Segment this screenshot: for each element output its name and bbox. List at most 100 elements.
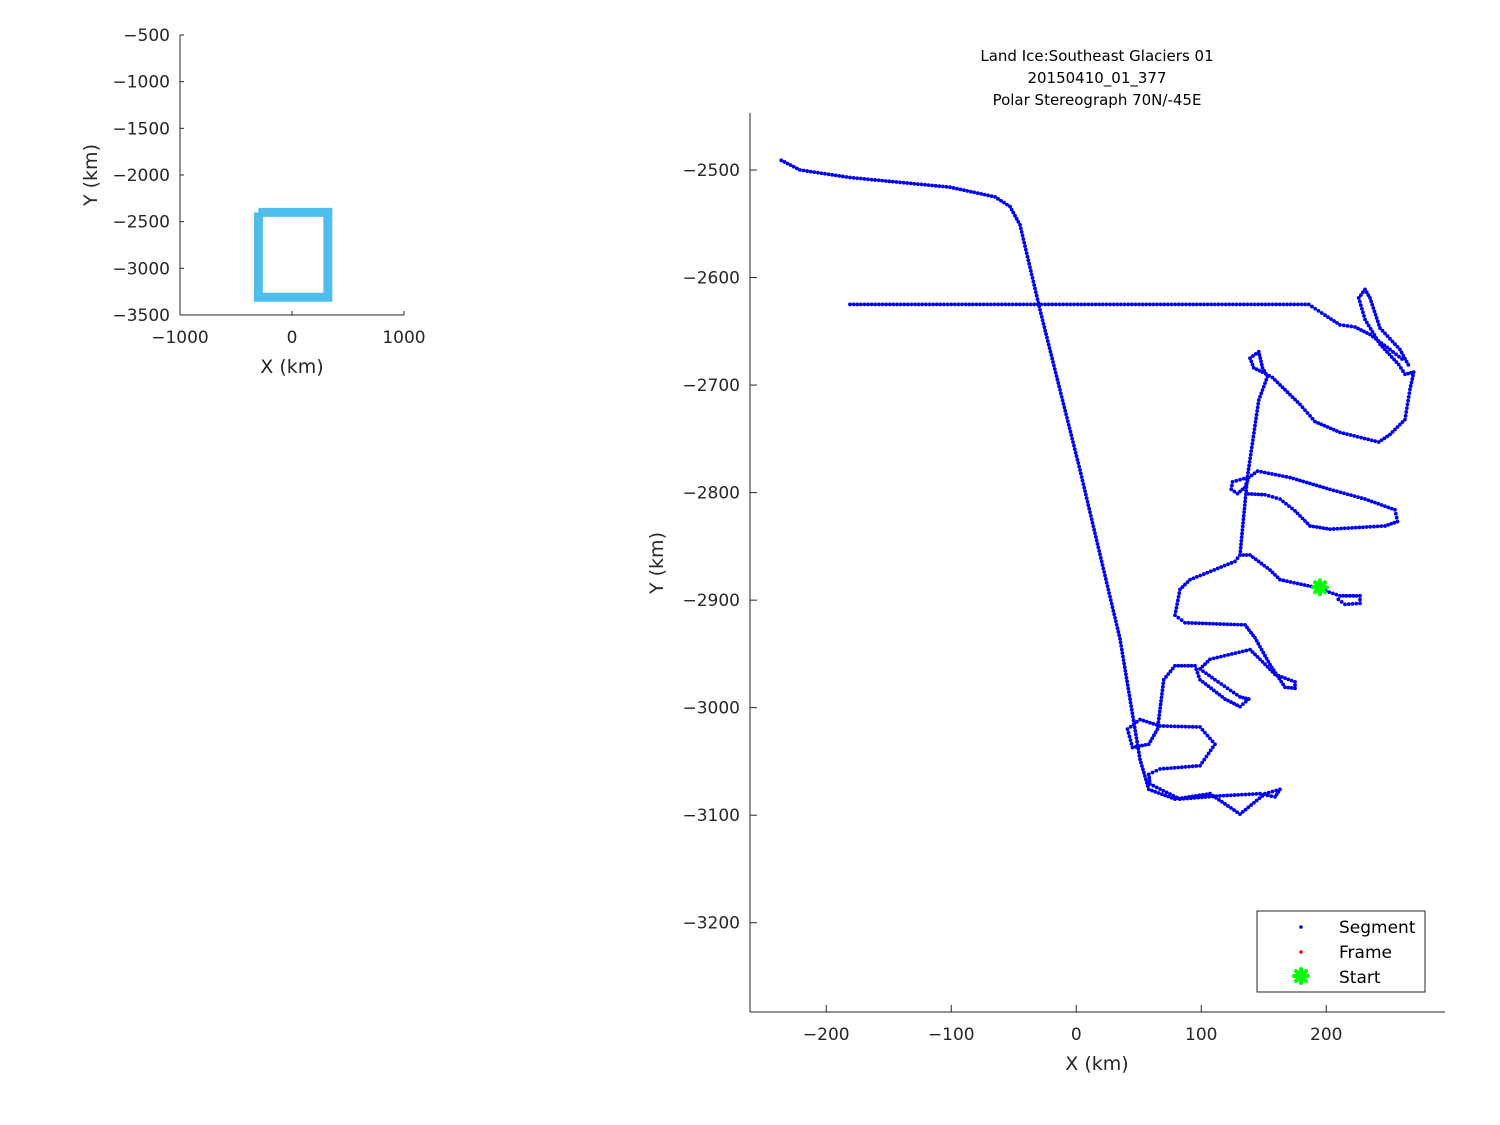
segment-point: [1261, 650, 1266, 655]
segment-point: [823, 171, 827, 176]
segment-point: [1342, 491, 1346, 496]
segment-point: [1228, 688, 1233, 693]
segment-point: [1138, 757, 1142, 762]
segment-point: [1254, 798, 1259, 803]
segment-point: [1341, 431, 1346, 436]
segment-point: [1038, 311, 1043, 316]
segment-point: [1176, 615, 1181, 620]
segment-point: [1221, 793, 1226, 798]
segment-point: [1250, 438, 1255, 443]
segment-point: [1373, 336, 1378, 341]
segment-point: [1172, 765, 1177, 770]
segment-point: [978, 302, 982, 307]
segment-point: [1388, 336, 1392, 341]
segment-point: [1064, 412, 1068, 417]
segment-point: [1366, 323, 1371, 328]
segment-point: [1056, 381, 1061, 385]
overview-y-tick-label: −2000: [112, 166, 170, 186]
segment-point: [1277, 473, 1282, 478]
segment-point: [1260, 659, 1265, 664]
segment-point: [1243, 807, 1248, 812]
segment-point: [1166, 672, 1171, 677]
segment-point: [1242, 506, 1247, 511]
segment-point: [1102, 570, 1107, 574]
segment-point: [1085, 499, 1090, 504]
segment-point: [1198, 667, 1202, 671]
segment-point: [1248, 553, 1252, 557]
segment-point: [895, 302, 899, 307]
segment-point: [1361, 290, 1365, 295]
segment-point: [1358, 601, 1362, 606]
segment-point: [833, 173, 838, 178]
segment-point: [1125, 683, 1130, 687]
legend-start-marker: [1292, 967, 1310, 985]
segment-point: [1061, 302, 1066, 307]
main-x-tick-label: 100: [1185, 1025, 1217, 1045]
segment-point: [1364, 290, 1369, 295]
segment-point: [1218, 622, 1223, 626]
legend-box: [1256, 910, 1426, 993]
main-x-tick-label: 200: [1310, 1025, 1342, 1045]
segment-point: [1343, 602, 1347, 607]
segment-point: [1392, 520, 1397, 525]
segment-point: [1397, 354, 1401, 359]
segment-point: [1213, 677, 1217, 682]
segment-point: [1246, 475, 1251, 480]
segment-point: [1255, 405, 1260, 410]
segment-point: [1157, 713, 1162, 717]
segment-point: [1161, 681, 1166, 686]
segment-point: [1275, 674, 1280, 678]
segment-point: [1275, 380, 1280, 385]
segment-point: [862, 177, 867, 181]
segment-point: [1046, 342, 1051, 347]
segment-point: [1302, 583, 1307, 587]
segment-point: [1218, 793, 1222, 798]
segment-point: [1243, 696, 1248, 701]
segment-point: [1174, 605, 1179, 610]
segment-point: [1136, 750, 1141, 755]
segment-point: [1073, 450, 1078, 455]
segment-point: [1238, 302, 1243, 307]
segment-point: [1173, 663, 1177, 668]
segment-point: [1042, 325, 1047, 330]
segment-point: [1394, 352, 1398, 357]
segment-point: [1187, 764, 1191, 769]
segment-point: [1234, 478, 1239, 483]
segment-point: [1133, 732, 1138, 737]
segment-point: [1075, 302, 1080, 307]
segment-point: [1204, 671, 1208, 676]
segment-point: [1239, 535, 1244, 540]
segment-point: [1118, 636, 1122, 641]
segment-point: [1283, 387, 1287, 392]
segment-point: [1363, 497, 1367, 501]
segment-point: [1097, 302, 1102, 307]
segment-point: [1328, 426, 1333, 431]
segment-point: [1225, 622, 1230, 627]
segment-point: [1137, 302, 1141, 307]
segment-point: [1229, 700, 1233, 704]
segment-point: [1098, 556, 1103, 560]
segment-point: [1250, 441, 1255, 446]
segment-point: [1040, 318, 1045, 323]
segment-point: [1135, 739, 1139, 744]
segment-point: [1238, 545, 1243, 550]
segment-point: [1208, 569, 1213, 574]
segment-point: [1277, 302, 1282, 307]
segment-point: [1152, 733, 1156, 738]
segment-point: [1032, 302, 1037, 307]
segment-point: [1410, 377, 1415, 381]
segment-point: [1066, 422, 1071, 427]
segment-point: [972, 190, 977, 195]
segment-point: [1198, 302, 1203, 307]
segment-point: [1223, 802, 1227, 806]
segment-point: [1363, 317, 1367, 322]
segment-point: [1359, 328, 1363, 332]
segment-point: [1161, 788, 1166, 793]
segment-point: [1043, 328, 1048, 333]
segment-point: [1088, 510, 1092, 515]
overview-y-tick-label: −1000: [112, 73, 170, 93]
segment-point: [982, 192, 987, 197]
segment-point: [931, 302, 935, 307]
segment-point: [1222, 563, 1227, 568]
segment-point: [1270, 375, 1275, 380]
